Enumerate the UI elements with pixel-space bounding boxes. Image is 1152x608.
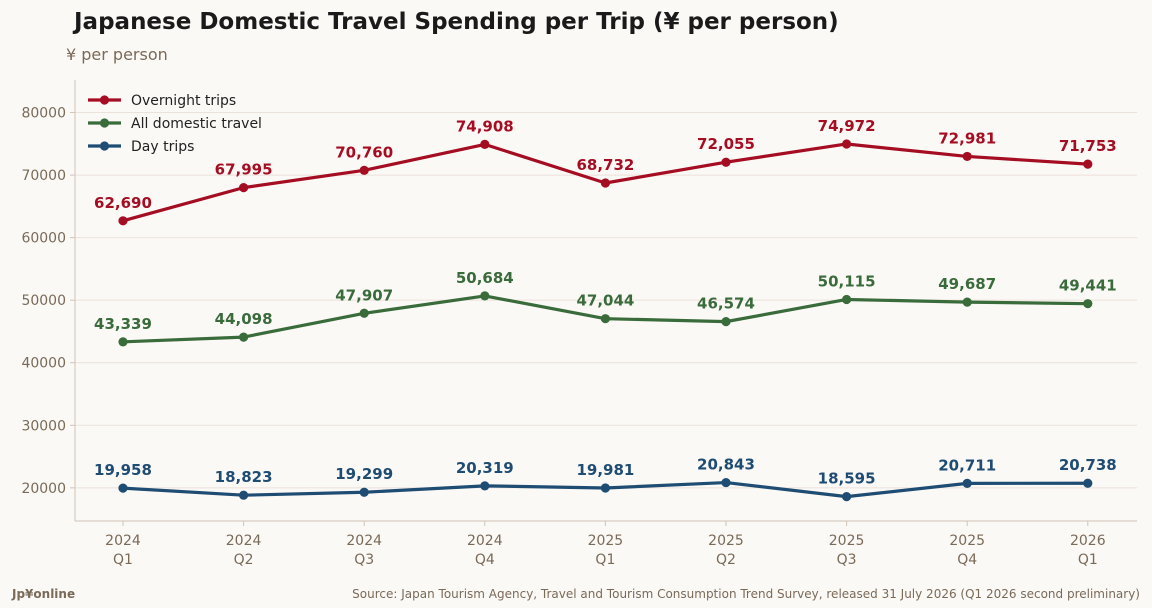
- x-tick-label: 2026 Q1: [1070, 533, 1106, 568]
- data-point: [480, 481, 490, 491]
- data-point: [721, 157, 731, 167]
- legend-label: Day trips: [131, 139, 194, 155]
- legend: Overnight trips All domestic travel Day tr…: [88, 93, 262, 155]
- x-tick-label: 2025 Q4: [949, 533, 985, 568]
- y-tick-label: 70000: [21, 168, 66, 184]
- data-label: 44,098: [215, 310, 273, 328]
- x-axis-ticks: 2024 Q1 2024 Q2 2024 Q3 2024 Q4 2025 Q1 2025 Q2 2025…: [105, 521, 1106, 568]
- data-point: [962, 478, 972, 488]
- legend-swatch-marker: [99, 118, 110, 128]
- data-point: [239, 490, 249, 500]
- data-point: [480, 291, 490, 301]
- x-tick-label: 2025 Q3: [829, 533, 865, 568]
- data-label: 68,732: [576, 156, 634, 174]
- data-point: [118, 216, 128, 226]
- data-label: 19,958: [94, 461, 152, 479]
- legend-swatch-marker: [99, 95, 110, 105]
- data-label: 50,684: [456, 269, 514, 287]
- legend-item: All domestic travel: [88, 116, 262, 132]
- x-tick-label: 2024 Q2: [226, 533, 262, 568]
- data-label: 47,907: [335, 286, 393, 304]
- data-point: [721, 477, 731, 488]
- x-tick-label: 2025 Q1: [588, 533, 624, 568]
- data-point: [842, 294, 852, 305]
- data-point: [1083, 159, 1093, 169]
- data-label: 18,595: [818, 470, 876, 488]
- y-tick-label: 80000: [21, 106, 66, 122]
- data-label: 67,995: [215, 161, 273, 179]
- data-label: 20,843: [697, 456, 755, 474]
- data-point: [239, 332, 249, 342]
- data-label: 74,972: [818, 117, 876, 135]
- y-tick-label: 50000: [21, 293, 66, 309]
- data-label: 20,711: [938, 456, 996, 474]
- legend-swatch-marker: [99, 141, 110, 151]
- y-tick-label: 20000: [21, 481, 66, 497]
- data-label: 62,690: [94, 194, 152, 212]
- data-label: 49,441: [1059, 277, 1117, 295]
- legend-label: All domestic travel: [131, 116, 262, 132]
- data-label: 43,339: [94, 315, 152, 333]
- series-2: 19,958 18,823 19,299 20,319 19,981 20,843 18,5…: [94, 456, 1117, 502]
- chart-title: Japanese Domestic Travel Spending per Tr…: [74, 9, 839, 35]
- y-tick-label: 30000: [21, 418, 66, 434]
- data-point: [239, 183, 249, 193]
- data-point: [600, 483, 611, 493]
- y-tick-label: 60000: [21, 231, 66, 247]
- data-label: 47,044: [576, 292, 634, 310]
- data-point: [480, 139, 490, 149]
- series-1: 43,339 44,098 47,907 50,684 47,044 46,574 50,1…: [94, 269, 1117, 347]
- x-tick-label: 2025 Q2: [708, 533, 744, 568]
- data-point: [1083, 299, 1093, 309]
- data-label: 20,738: [1059, 456, 1117, 474]
- legend-item: Day trips: [88, 139, 194, 155]
- data-point: [359, 487, 369, 497]
- data-label: 74,908: [456, 117, 514, 135]
- brand-logo: Jp¥online: [12, 587, 76, 601]
- data-point: [842, 492, 852, 502]
- data-label: 70,760: [335, 143, 393, 161]
- legend-label: Overnight trips: [131, 93, 236, 109]
- y-tick-label: 40000: [21, 356, 66, 372]
- data-point: [721, 317, 731, 327]
- x-tick-label: 2024 Q4: [467, 533, 503, 568]
- data-label: 19,981: [576, 461, 634, 479]
- legend-item: Overnight trips: [88, 93, 236, 109]
- source-note: Source: Japan Tourism Agency, Travel and…: [352, 587, 1140, 601]
- data-point: [359, 165, 369, 175]
- data-label: 19,299: [335, 465, 393, 483]
- y-axis-unit-label: ¥ per person: [66, 45, 168, 64]
- data-point: [842, 139, 852, 149]
- data-label: 46,574: [697, 295, 755, 313]
- x-tick-label: 2024 Q3: [346, 533, 382, 568]
- data-label: 50,115: [818, 272, 876, 290]
- data-label: 49,687: [938, 275, 996, 293]
- data-label: 71,753: [1059, 137, 1117, 155]
- data-point: [962, 297, 972, 307]
- series-0: 62,690 67,995 70,760 74,908 68,732 72,055 74,9…: [94, 117, 1117, 226]
- data-label: 72,981: [938, 129, 996, 147]
- x-tick-label: 2024 Q1: [105, 533, 141, 568]
- data-point: [118, 483, 128, 493]
- data-point: [359, 308, 369, 318]
- data-label: 20,319: [456, 459, 514, 477]
- data-point: [600, 314, 611, 324]
- series-group: 62,690 67,995 70,760 74,908 68,732 72,055 74,9…: [94, 117, 1117, 502]
- data-point: [962, 151, 972, 162]
- data-point: [118, 337, 128, 347]
- data-point: [600, 178, 611, 188]
- y-axis-ticks: 20000 30000 40000 50000 60000 70000 80000: [21, 106, 75, 497]
- data-label: 18,823: [215, 468, 273, 486]
- data-point: [1083, 478, 1093, 488]
- data-label: 72,055: [697, 135, 755, 153]
